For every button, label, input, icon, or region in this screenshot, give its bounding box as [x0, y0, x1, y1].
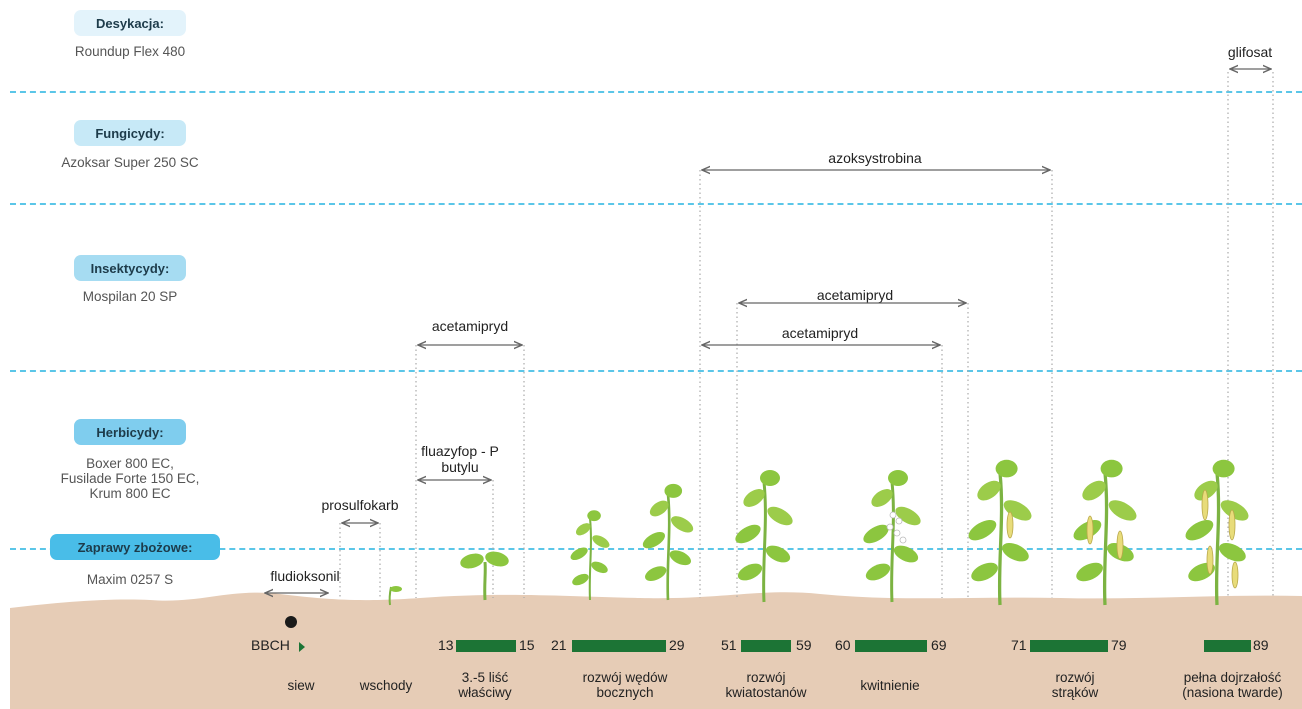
bbch-label: BBCH: [251, 637, 290, 653]
range-label-fludioksonil: fludioksonil: [270, 568, 340, 584]
range-label-line: butylu: [441, 459, 479, 475]
stage-line: rozwój wędów: [582, 670, 668, 685]
product-herbicydy: Boxer 800 EC, Fusilade Forte 150 EC, Kru…: [40, 456, 220, 501]
stage-label: 3.-5 liść właściwy: [430, 670, 540, 700]
plant-icon: [730, 468, 798, 604]
category-label: Desykacja:: [96, 15, 164, 31]
stage-line: rozwój: [1055, 670, 1095, 685]
category-fungicydy: Fungicydy:: [74, 120, 186, 146]
stage-line: wschody: [359, 678, 413, 693]
product-fungicydy: Azoksar Super 250 SC: [61, 155, 199, 170]
bbch-end: 59: [796, 637, 812, 653]
stage-line: kwitnienie: [860, 678, 920, 693]
bbch-end: 69: [931, 637, 947, 653]
bbch-bar: [456, 640, 516, 652]
separator-line: [10, 370, 1302, 372]
range-label-prosulfokarb: prosulfokarb: [321, 497, 399, 513]
range-label-acetamipryd: acetamipryd: [431, 318, 509, 334]
flowers-icon: [886, 511, 907, 544]
stage-label: rozwój kwiatostanów: [706, 670, 826, 700]
plant-icon: [963, 458, 1037, 607]
category-herbicydy: Herbicydy:: [74, 419, 186, 445]
bbch-end: 29: [669, 637, 685, 653]
product-insektycydy: Mospilan 20 SP: [82, 289, 178, 304]
stage-line: siew: [287, 678, 315, 693]
category-zaprawy: Zaprawy zbożowe:: [50, 534, 220, 560]
plant-icon: [567, 509, 613, 602]
bbch-start: 71: [1011, 637, 1027, 653]
category-label: Zaprawy zbożowe:: [77, 539, 193, 555]
stage-label: rozwój strąków: [1020, 670, 1130, 700]
range-label-fluazyfop: fluazyfop - P butylu: [395, 443, 525, 475]
stage-line: kwiatostanów: [725, 685, 807, 700]
stage-line: strąków: [1051, 685, 1099, 700]
product-line: Boxer 800 EC,: [86, 456, 174, 471]
separator-line: [10, 91, 1302, 93]
range-label-acetamipryd: acetamipryd: [781, 325, 859, 341]
category-label: Fungicydy:: [95, 125, 165, 141]
stage-line: 3.-5 liść: [461, 670, 509, 685]
range-label-azoksystrobina: azoksystrobina: [828, 150, 922, 166]
stage-label: wschody: [346, 678, 426, 693]
bbch-bar: [572, 640, 666, 652]
stage-label: siew: [266, 678, 336, 693]
bbch-start: 51: [721, 637, 737, 653]
bbch-end: 15: [519, 637, 535, 653]
stage-line: (nasiona twarde): [1182, 685, 1283, 700]
bbch-bar: [741, 640, 791, 652]
stage-label: rozwój wędów bocznych: [560, 670, 690, 700]
category-desykacja: Desykacja:: [74, 10, 186, 36]
sprout-icon: [388, 586, 402, 606]
bbch-bar: [855, 640, 927, 652]
bbch-end: 89: [1253, 637, 1269, 653]
bbch-pointer-icon: [299, 642, 305, 652]
plant-icon: [1180, 458, 1254, 607]
category-insektycydy: Insektycydy:: [74, 255, 186, 281]
seedling-icon: [460, 551, 509, 601]
stage-label: kwitnienie: [840, 678, 940, 693]
bbch-start: 60: [835, 637, 851, 653]
category-label: Insektycydy:: [90, 260, 170, 276]
product-zaprawy: Maxim 0257 S: [86, 572, 174, 587]
pods-icon: [1006, 489, 1239, 589]
range-label-line: fluazyfop - P: [421, 443, 499, 459]
plant-icon: [1068, 458, 1142, 607]
separator-line: [10, 548, 1302, 550]
bbch-bar: [1030, 640, 1108, 652]
stage-line: bocznych: [596, 685, 654, 700]
stage-line: właściwy: [458, 685, 512, 700]
range-label-glifosat: glifosat: [1227, 44, 1273, 60]
bbch-start: 21: [551, 637, 567, 653]
bbch-start: 13: [438, 637, 454, 653]
seed-icon: [285, 616, 297, 628]
plant-icon: [858, 468, 926, 604]
bbch-end: 79: [1111, 637, 1127, 653]
stage-label: pełna dojrzałość (nasiona twarde): [1165, 670, 1300, 700]
bbch-bar: [1204, 640, 1251, 652]
plant-icon: [638, 482, 698, 602]
product-line: Fusilade Forte 150 EC,: [60, 471, 200, 486]
product-line: Krum 800 EC: [89, 486, 171, 501]
separator-line: [10, 203, 1302, 205]
product-desykacja: Roundup Flex 480: [74, 44, 186, 59]
stage-line: rozwój: [746, 670, 786, 685]
stage-line: pełna dojrzałość: [1183, 670, 1282, 685]
category-label: Herbicydy:: [96, 424, 164, 440]
